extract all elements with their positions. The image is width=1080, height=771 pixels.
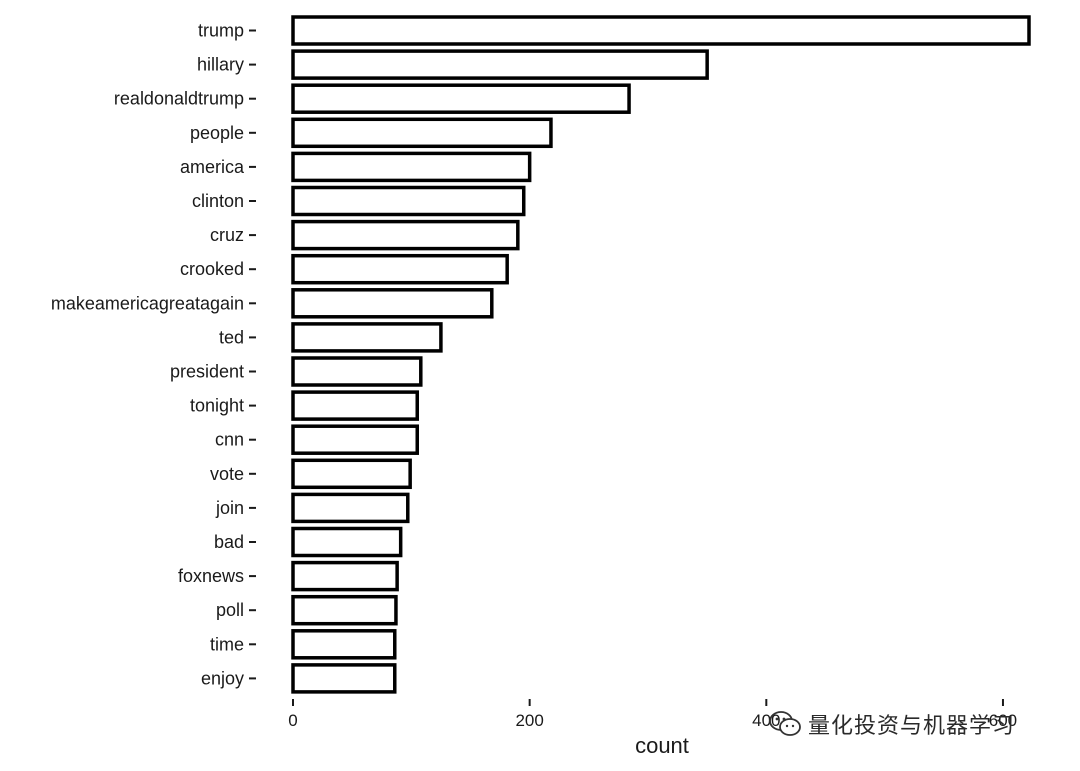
bar-america [291, 151, 532, 183]
category-labels-group: trump hillary realdonaldtrump people america… [51, 21, 256, 688]
bar-time [291, 629, 397, 660]
watermark: 量化投资与机器学习 [768, 704, 1058, 744]
bar-poll [291, 594, 398, 626]
category-label-time: time [210, 634, 244, 654]
bar-realdonaldtrump [291, 83, 631, 114]
category-label-cruz: cruz [210, 225, 244, 245]
category-label-realdonaldtrump: realdonaldtrump [114, 89, 244, 109]
bar-clinton [291, 185, 526, 217]
category-label-america: america [180, 157, 245, 177]
category-label-join: join [215, 498, 244, 518]
x-axis: 0 200 400 600 [288, 699, 1017, 730]
category-label-crooked: crooked [180, 259, 244, 279]
watermark-text: 量化投资与机器学习 [808, 714, 1016, 739]
bar-enjoy [291, 663, 397, 694]
bar-trump [291, 15, 1031, 46]
bar-foxnews [291, 560, 399, 592]
bar-cnn [291, 424, 419, 455]
bar-bad [291, 526, 403, 558]
bar-president [291, 356, 423, 387]
bar-join [291, 492, 410, 524]
category-label-cnn: cnn [215, 430, 244, 450]
bar-vote [291, 458, 412, 490]
category-label-hillary: hillary [197, 55, 244, 75]
category-label-trump: trump [198, 21, 244, 41]
bar-hillary [291, 49, 709, 80]
x-tick-label: 600 [989, 711, 1017, 730]
category-label-president: president [170, 362, 244, 382]
category-label-ted: ted [219, 327, 244, 347]
bars-group [291, 15, 1031, 694]
x-axis-title: count [635, 733, 689, 758]
bar-crooked [291, 253, 509, 285]
wechat-icon [769, 711, 801, 736]
category-label-poll: poll [216, 600, 244, 620]
category-label-clinton: clinton [192, 191, 244, 211]
category-label-makeamericagreatagain: makeamericagreatagain [51, 293, 244, 313]
category-label-bad: bad [214, 532, 244, 552]
category-label-tonight: tonight [190, 396, 244, 416]
bar-tonight [291, 390, 419, 421]
x-tick-label: 200 [515, 711, 543, 730]
bar-cruz [291, 219, 520, 251]
category-label-enjoy: enjoy [201, 668, 244, 688]
category-label-vote: vote [210, 464, 244, 484]
bar-ted [291, 322, 443, 353]
category-label-foxnews: foxnews [178, 566, 244, 586]
x-tick-label: 400 [752, 711, 780, 730]
x-tick-label: 0 [288, 711, 297, 730]
bar-people [291, 117, 553, 149]
category-label-people: people [190, 123, 244, 143]
bar-makeamericagreatagain [291, 288, 494, 319]
